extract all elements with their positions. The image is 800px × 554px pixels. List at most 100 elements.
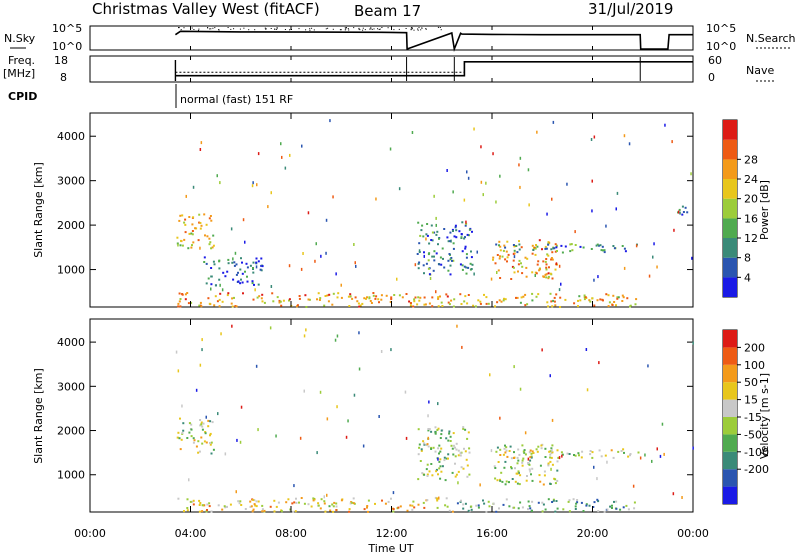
data-cell [416,253,419,255]
nsky-point [270,28,272,29]
data-cell [602,249,604,252]
data-cell [436,499,439,502]
data-cell [197,440,200,443]
x-tick-label: 04:00 [175,527,207,540]
nsky-point [413,29,415,31]
nsky-point [227,27,229,28]
data-cell [179,448,182,451]
data-cell [532,452,535,454]
data-cell [499,454,502,456]
data-cell [231,297,234,300]
data-cell [591,451,594,454]
nave-ytick-top: 60 [708,54,722,67]
data-cell [596,299,599,302]
nsky-series [174,26,693,52]
data-cell [530,456,533,459]
data-cell [476,250,478,254]
data-cell [506,240,509,243]
x-axis: 00:00 04:00 08:00 12:00 16:00 20:00 00:00 [74,26,709,540]
data-cell [375,295,378,298]
data-cell [461,264,464,267]
data-cell [181,404,183,408]
nsky-point [284,29,286,30]
nsky-point [230,28,232,30]
data-cell [489,373,491,377]
data-cell [463,198,466,202]
data-cell [546,212,548,216]
data-cell [437,457,439,461]
power-yticks: 1000 2000 3000 4000 [57,130,693,277]
data-cell [250,505,253,508]
data-cell [329,119,331,123]
data-cell [193,439,196,442]
data-cell [505,250,508,253]
data-cell [651,459,653,463]
data-cell [444,479,447,482]
data-cell [249,500,252,503]
data-cell [223,505,226,508]
data-cell [348,510,351,513]
data-cell [327,300,330,303]
data-cell [218,305,221,308]
data-cell [420,448,423,451]
data-cell [192,499,195,502]
data-cell [579,245,582,248]
data-cell [448,303,451,306]
data-cell [534,253,537,256]
data-cell [221,288,224,292]
nsky-point [378,29,380,30]
data-cell [499,249,502,252]
data-cell [423,272,425,275]
data-cell [198,304,201,307]
data-cell [255,257,258,260]
data-cell [296,304,299,307]
data-cell [692,341,694,345]
data-cell [179,417,181,420]
data-cell [601,298,604,301]
data-cell [201,338,203,342]
data-cell [261,265,264,268]
data-cell [205,510,208,513]
data-cell [210,219,213,222]
data-cell [628,142,631,146]
data-cell [457,449,460,452]
data-cell [517,263,520,266]
data-cell [358,367,361,371]
data-cell [298,501,300,504]
data-cell [516,482,519,485]
data-cell [314,259,316,263]
data-cell [213,304,216,307]
data-cell [521,461,524,464]
data-cell [200,224,203,227]
data-cell [502,299,505,302]
data-cell [544,508,547,511]
data-cell [447,453,450,456]
data-cell [497,269,500,272]
data-cell [317,502,320,505]
data-cell [511,478,514,480]
data-cell [499,245,502,248]
data-cell [499,416,501,420]
data-cell [244,270,246,273]
data-cell [430,446,433,449]
data-cell [385,294,388,297]
data-cell [564,245,567,248]
data-cell [467,294,470,296]
nsky-point [411,27,413,29]
nsky-point [398,28,400,30]
data-cell [510,467,513,470]
data-cell [616,296,619,299]
data-cell [540,447,543,450]
data-cell [300,497,303,499]
data-cell [235,490,237,494]
nsky-point [371,28,373,30]
data-cell [580,456,583,459]
data-cell [619,508,622,511]
data-cell [521,506,524,509]
nsky-point [332,28,334,30]
data-cell [426,499,429,502]
data-cell [440,301,443,304]
nsky-point [405,28,407,29]
data-cell [175,350,178,354]
data-cell [516,456,519,459]
